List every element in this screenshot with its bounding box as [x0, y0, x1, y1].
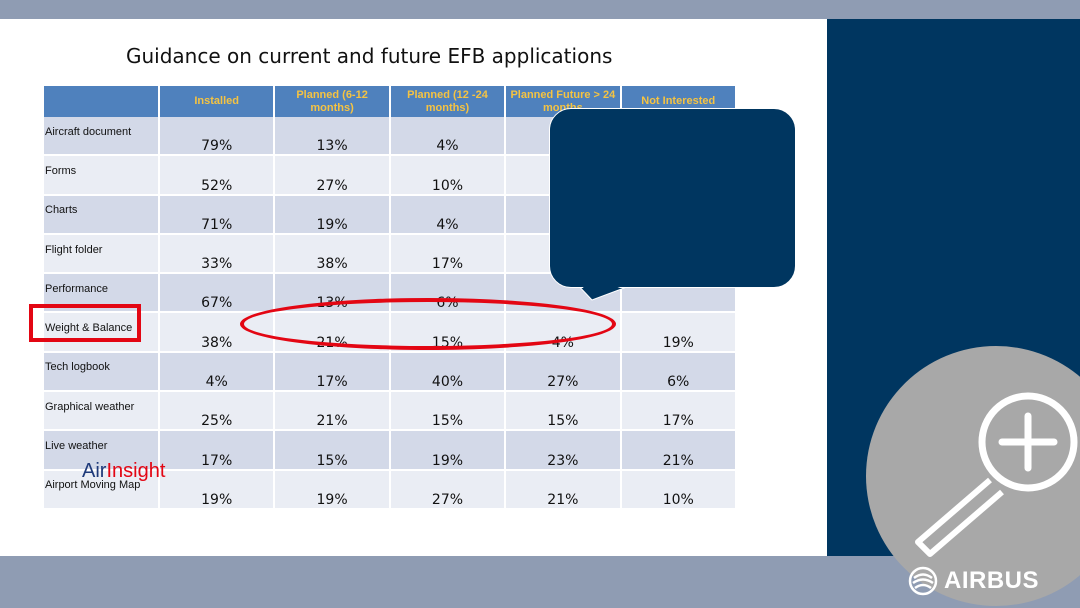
- airinsight-logo: AirInsight: [82, 460, 165, 483]
- logo-air-text: Air: [82, 460, 107, 482]
- table-cell: 15%: [274, 430, 391, 471]
- table-cell: 38%: [274, 233, 391, 275]
- logo-insight-text: Insight: [106, 460, 166, 482]
- table-cell: 4%: [389, 117, 507, 157]
- table-cell: 10%: [389, 155, 507, 196]
- header-cell: Installed: [159, 86, 276, 117]
- table-cell: 13%: [274, 117, 391, 157]
- table-cell: 19%: [274, 194, 391, 235]
- zoom-button[interactable]: [866, 346, 1080, 606]
- table-row: Graphical weather 25% 21% 15% 15% 17%: [44, 391, 737, 432]
- table-cell: 23%: [505, 430, 622, 471]
- table-cell: 71%: [159, 194, 276, 235]
- row-label: Flight folder: [44, 233, 160, 275]
- row-label: Live weather: [44, 430, 160, 471]
- tech-logbook-row-highlight: [240, 298, 616, 350]
- table-cell: 52%: [159, 155, 276, 196]
- table-cell: 25%: [159, 391, 276, 432]
- airbus-logo: AIRBUS: [908, 566, 1039, 596]
- callout-bubble: [549, 108, 796, 288]
- table-row: Airport Moving Map 19% 19% 27% 21% 10%: [44, 469, 737, 510]
- table-cell: 19%: [620, 312, 737, 353]
- table-cell: 27%: [505, 351, 622, 393]
- table-cell: 21%: [620, 430, 737, 471]
- top-bar: [0, 0, 1080, 19]
- table-cell: 17%: [389, 233, 507, 275]
- table-cell: 27%: [389, 469, 507, 510]
- table-cell: 40%: [389, 351, 507, 393]
- table-cell: 21%: [505, 469, 622, 510]
- airbus-logo-icon: [908, 566, 938, 596]
- row-label: Charts: [44, 194, 160, 235]
- airbus-wordmark: AIRBUS: [944, 567, 1040, 594]
- table-cell: 33%: [159, 233, 276, 275]
- table-cell: 4%: [159, 351, 276, 393]
- row-label: Tech logbook: [44, 351, 160, 393]
- table-cell: 17%: [620, 391, 737, 432]
- table-cell: 21%: [274, 391, 391, 432]
- row-label: Graphical weather: [44, 391, 160, 432]
- zoom-in-icon[interactable]: [900, 388, 1080, 563]
- table-cell: 15%: [389, 391, 507, 432]
- header-cell: Planned (6-12 months): [274, 86, 391, 117]
- slide-title: Guidance on current and future EFB appli…: [126, 44, 613, 68]
- table-cell: 17%: [159, 430, 276, 471]
- header-cell: [44, 86, 160, 117]
- table-row: Live weather 17% 15% 19% 23% 21%: [44, 430, 737, 471]
- table-cell: 6%: [620, 351, 737, 393]
- table-cell: 4%: [389, 194, 507, 235]
- table-cell: 19%: [389, 430, 507, 471]
- tech-logbook-label-highlight: [29, 304, 141, 342]
- row-label: Airport Moving Map: [44, 469, 160, 510]
- table-cell: 15%: [505, 391, 622, 432]
- table-cell: 10%: [620, 469, 737, 510]
- table-cell: 19%: [159, 469, 276, 510]
- table-cell: 19%: [274, 469, 391, 510]
- table-row: Tech logbook 4% 17% 40% 27% 6%: [44, 351, 737, 393]
- table-cell: 79%: [159, 117, 276, 157]
- table-cell: 67%: [159, 273, 276, 314]
- table-cell: 27%: [274, 155, 391, 196]
- table-cell: 17%: [274, 351, 391, 393]
- row-label: Aircraft document: [44, 117, 160, 157]
- header-cell: Planned (12 -24 months): [389, 86, 507, 117]
- row-label: Forms: [44, 155, 160, 196]
